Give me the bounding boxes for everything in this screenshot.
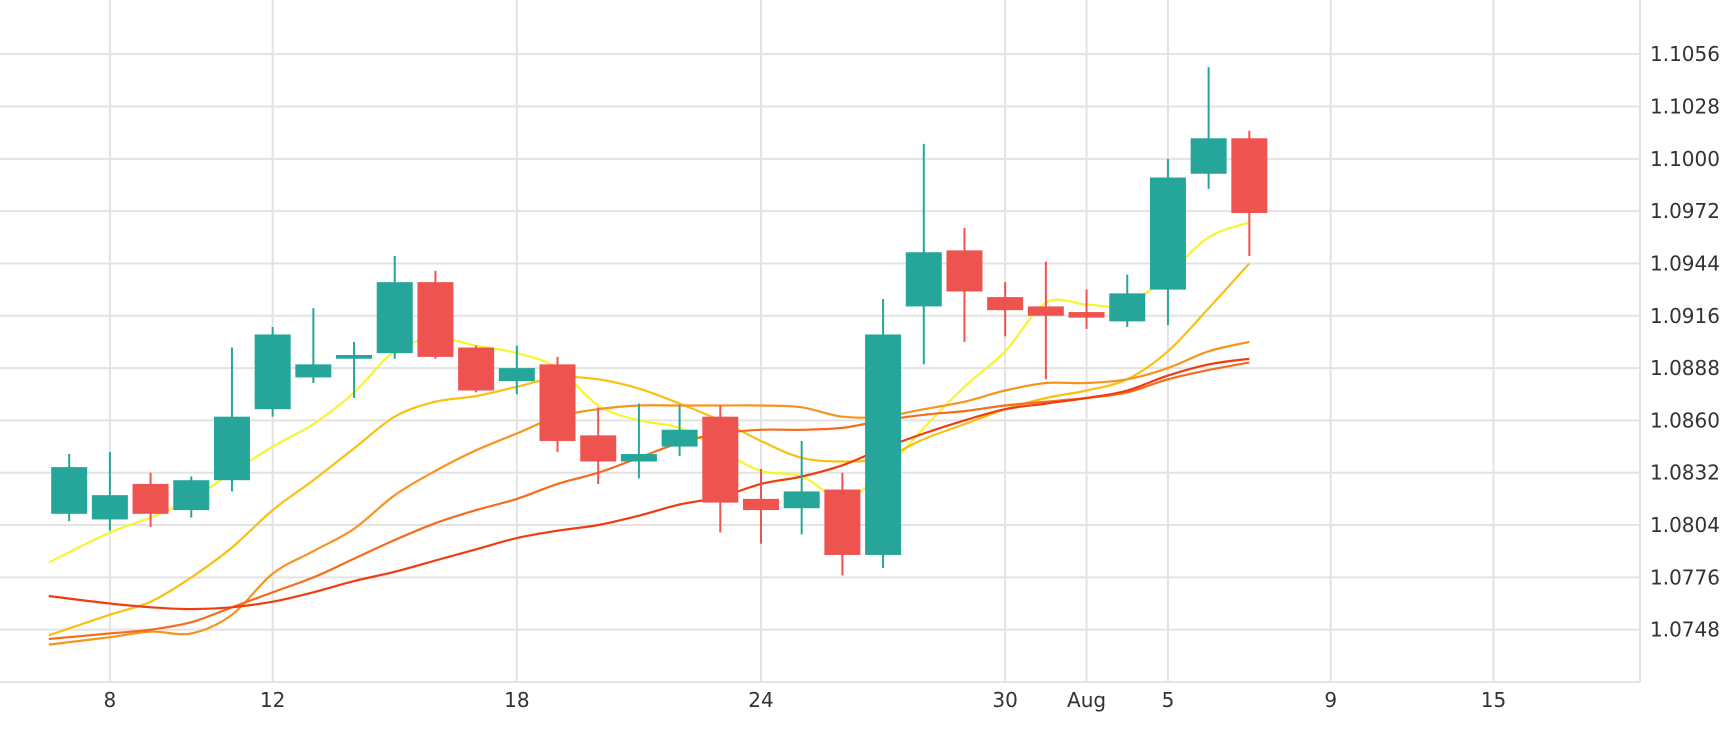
candle-body — [1190, 138, 1227, 174]
candle — [539, 356, 576, 453]
x-tick-label: 5 — [1162, 688, 1175, 712]
candle-body — [987, 297, 1024, 311]
candle-body — [742, 498, 779, 511]
candle-body — [661, 429, 698, 447]
candle — [824, 472, 861, 576]
y-tick-label: 1.0888 — [1650, 356, 1720, 380]
candle — [1149, 158, 1186, 326]
moving-average-line-5 — [48, 357, 1250, 611]
candle — [742, 468, 779, 544]
candle-body — [336, 355, 373, 359]
horizontal-gridlines — [0, 53, 1640, 631]
candle-body — [376, 282, 413, 354]
candle-body — [1231, 138, 1268, 214]
candle — [132, 472, 169, 527]
y-tick-label: 1.0944 — [1650, 251, 1720, 275]
candle — [498, 345, 535, 395]
candle-body — [417, 282, 454, 357]
y-tick-label: 1.0748 — [1650, 618, 1720, 642]
candle — [295, 308, 332, 384]
candle — [1231, 130, 1268, 256]
candle — [1068, 289, 1105, 329]
moving-average-line-2 — [48, 262, 1251, 637]
candle — [905, 143, 942, 365]
candle-body — [173, 480, 210, 511]
candle-body — [620, 454, 657, 462]
candle-body — [702, 416, 739, 503]
x-tick-label: 9 — [1324, 688, 1337, 712]
moving-average-lines — [48, 221, 1251, 646]
candle-body — [91, 495, 128, 520]
candle-body — [254, 334, 291, 410]
y-tick-label: 1.1056 — [1650, 42, 1720, 66]
candle-body — [213, 416, 250, 481]
candle-body — [51, 467, 88, 514]
candle-body — [905, 252, 942, 307]
candle-body — [1027, 306, 1064, 316]
candle-body — [1109, 293, 1146, 322]
candle — [51, 454, 88, 522]
candle-body — [946, 250, 983, 292]
candle — [946, 227, 983, 342]
candle-body — [1068, 312, 1105, 318]
x-tick-label: 8 — [104, 688, 117, 712]
x-tick-label: 15 — [1481, 688, 1506, 712]
y-tick-label: 1.0860 — [1650, 408, 1720, 432]
x-tick-label: Aug — [1067, 688, 1106, 712]
candle-body — [295, 364, 332, 378]
candle — [173, 476, 210, 518]
candle — [254, 326, 291, 417]
candle-body — [132, 483, 169, 514]
candle — [865, 298, 902, 569]
candle — [213, 347, 250, 492]
moving-average-line-1 — [48, 221, 1250, 564]
candle — [702, 405, 739, 533]
candle — [1109, 274, 1146, 327]
candle-body — [824, 489, 861, 555]
candle-body — [783, 491, 820, 509]
candle — [91, 452, 128, 531]
candle — [376, 255, 413, 359]
x-tick-label: 30 — [992, 688, 1017, 712]
candle — [336, 341, 373, 398]
x-tick-label: 12 — [260, 688, 285, 712]
candles — [51, 67, 1268, 576]
x-tick-label: 24 — [748, 688, 773, 712]
moving-average-line-4 — [48, 361, 1250, 641]
vertical-gridlines — [108, 0, 1495, 682]
candle — [987, 282, 1024, 337]
candle — [1027, 261, 1064, 380]
candle — [783, 440, 820, 535]
candle — [458, 345, 495, 393]
candle-body — [498, 368, 535, 382]
candle-body — [458, 347, 495, 391]
x-tick-labels: 8 12 18 24 30 Aug 5 9 15 — [104, 688, 1507, 712]
candle-body — [539, 364, 576, 441]
candle-body — [1149, 177, 1186, 290]
y-tick-label: 1.0972 — [1650, 199, 1720, 223]
candle — [620, 403, 657, 479]
candle — [580, 407, 617, 484]
candle-body — [580, 435, 617, 462]
x-tick-label: 18 — [504, 688, 529, 712]
moving-average-line-3 — [48, 340, 1250, 646]
y-tick-label: 1.1000 — [1650, 147, 1720, 171]
candle — [661, 405, 698, 456]
y-tick-label: 1.0804 — [1650, 513, 1720, 537]
candle-body — [865, 334, 902, 555]
y-tick-label: 1.0916 — [1650, 304, 1720, 328]
y-tick-label: 1.0776 — [1650, 565, 1720, 589]
candle — [417, 270, 454, 359]
y-tick-label: 1.0832 — [1650, 461, 1720, 485]
candle — [1190, 67, 1227, 189]
y-tick-label: 1.1028 — [1650, 95, 1720, 119]
y-tick-labels: 1.0748 1.0776 1.0804 1.0832 1.0860 1.0888 1.09… — [1650, 42, 1720, 641]
